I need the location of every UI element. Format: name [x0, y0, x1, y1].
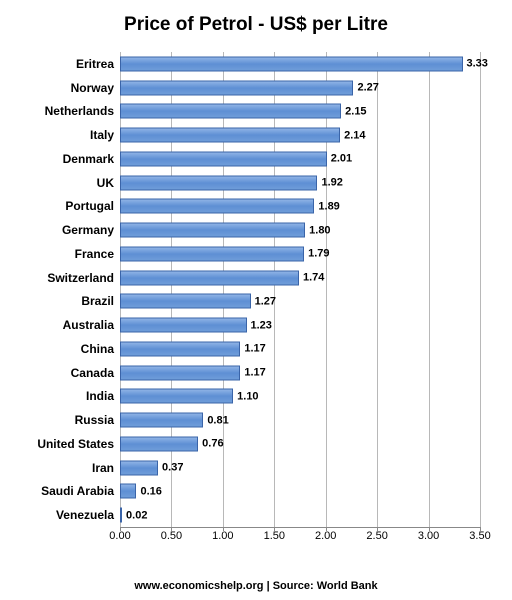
bar-category-label: Australia [63, 318, 120, 332]
bar-category-label: China [81, 342, 120, 356]
bar-category-label: Italy [90, 128, 120, 142]
bar-value-label: 3.33 [462, 58, 488, 70]
bar-row: India1.10 [120, 385, 480, 409]
bar-row: Saudi Arabia0.16 [120, 480, 480, 504]
bar: 2.27 [120, 80, 353, 95]
bar-category-label: Brazil [81, 294, 120, 308]
x-tick-mark [171, 527, 172, 531]
bar: 1.80 [120, 223, 305, 238]
bar: 0.16 [120, 484, 136, 499]
bar-category-label: Norway [71, 81, 120, 95]
bar-row: Eritrea3.33 [120, 52, 480, 76]
x-tick-mark [326, 527, 327, 531]
bar-row: Venezuela0.02 [120, 503, 480, 527]
bar-value-label: 1.10 [232, 390, 258, 402]
bar-row: United States0.76 [120, 432, 480, 456]
x-tick-mark [223, 527, 224, 531]
bar-category-label: UK [97, 176, 120, 190]
bar: 1.27 [120, 294, 251, 309]
bar: 0.02 [120, 508, 122, 523]
bar-category-label: Eritrea [76, 57, 120, 71]
bar-value-label: 1.17 [239, 367, 265, 379]
bar-row: Switzerland1.74 [120, 266, 480, 290]
x-tick-mark [377, 527, 378, 531]
bar: 2.01 [120, 151, 327, 166]
x-tick-mark [120, 527, 121, 531]
bar-row: Portugal1.89 [120, 195, 480, 219]
chart-footer: www.economicshelp.org | Source: World Ba… [0, 580, 512, 592]
bar-value-label: 0.16 [135, 485, 161, 497]
bar: 0.76 [120, 436, 198, 451]
bar: 2.15 [120, 104, 341, 119]
bar: 1.23 [120, 318, 247, 333]
bar-value-label: 2.15 [340, 105, 366, 117]
bar-category-label: Portugal [65, 199, 120, 213]
bar-category-label: Canada [71, 366, 120, 380]
bar: 1.17 [120, 365, 240, 380]
bar-row: Iran0.37 [120, 456, 480, 480]
bar-value-label: 0.02 [121, 509, 147, 521]
plot-area: 0.000.501.001.502.002.503.003.50Eritrea3… [20, 52, 492, 548]
bar-category-label: Switzerland [47, 271, 120, 285]
bar: 2.14 [120, 128, 340, 143]
bar-category-label: Saudi Arabia [41, 484, 120, 498]
bar-value-label: 2.27 [352, 82, 378, 94]
x-tick-mark [429, 527, 430, 531]
bar-row: China1.17 [120, 337, 480, 361]
bar-category-label: Netherlands [45, 104, 120, 118]
bar-row: Australia1.23 [120, 313, 480, 337]
bar-value-label: 0.37 [157, 462, 183, 474]
bar-value-label: 1.23 [246, 319, 272, 331]
bar-value-label: 1.89 [313, 200, 339, 212]
bar-value-label: 1.79 [303, 248, 329, 260]
bar: 1.10 [120, 389, 233, 404]
bar-category-label: France [75, 247, 120, 261]
bar-row: Germany1.80 [120, 218, 480, 242]
bar-category-label: Germany [62, 223, 120, 237]
bar-value-label: 1.74 [298, 272, 324, 284]
bar: 1.79 [120, 246, 304, 261]
chart-container: Price of Petrol - US$ per Litre 0.000.50… [0, 0, 512, 600]
bar-value-label: 2.01 [326, 153, 352, 165]
bar-category-label: Iran [92, 461, 120, 475]
bar-category-label: Russia [75, 413, 120, 427]
bar: 1.17 [120, 341, 240, 356]
bar-row: France1.79 [120, 242, 480, 266]
gridline [480, 52, 481, 527]
bar-row: Denmark2.01 [120, 147, 480, 171]
bar-value-label: 2.14 [339, 129, 365, 141]
x-tick-mark [480, 527, 481, 531]
x-tick-mark [274, 527, 275, 531]
bar: 0.81 [120, 413, 203, 428]
bar: 1.89 [120, 199, 314, 214]
bar-value-label: 1.80 [304, 224, 330, 236]
bar-row: Russia0.81 [120, 408, 480, 432]
bar: 1.74 [120, 270, 299, 285]
bar-value-label: 1.17 [239, 343, 265, 355]
bar: 0.37 [120, 460, 158, 475]
bar-value-label: 0.76 [197, 438, 223, 450]
bar-row: Italy2.14 [120, 123, 480, 147]
chart-title: Price of Petrol - US$ per Litre [20, 14, 492, 36]
bar-row: Canada1.17 [120, 361, 480, 385]
bar-value-label: 1.27 [250, 295, 276, 307]
bar-value-label: 1.92 [316, 177, 342, 189]
bar-row: Norway2.27 [120, 76, 480, 100]
bar-row: Netherlands2.15 [120, 100, 480, 124]
bar: 1.92 [120, 175, 317, 190]
bar-row: UK1.92 [120, 171, 480, 195]
bar-value-label: 0.81 [202, 414, 228, 426]
bar-category-label: India [86, 389, 120, 403]
bar-category-label: Denmark [63, 152, 120, 166]
bar: 3.33 [120, 56, 463, 71]
bars-region: 0.000.501.001.502.002.503.003.50Eritrea3… [120, 52, 480, 528]
bar-row: Brazil1.27 [120, 290, 480, 314]
bar-category-label: United States [37, 437, 120, 451]
bar-category-label: Venezuela [56, 508, 120, 522]
